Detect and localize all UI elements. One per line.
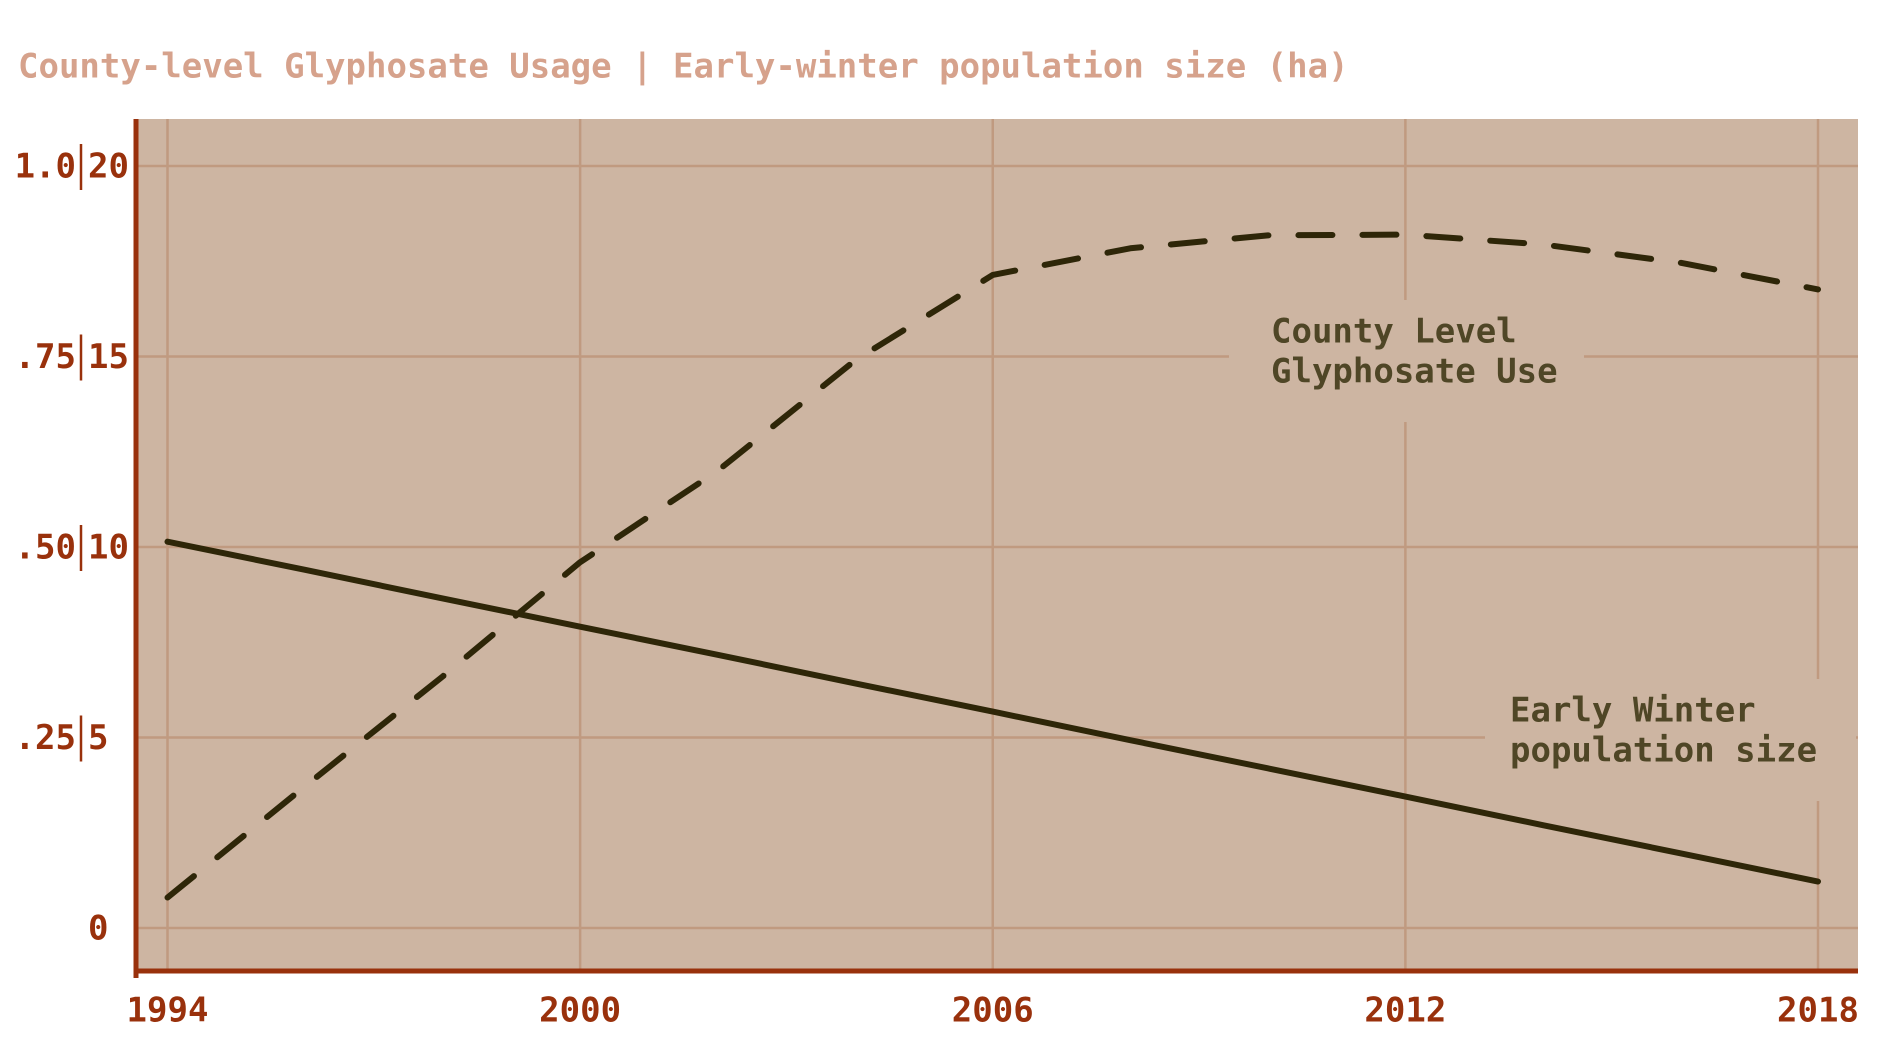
annotation: Early Winter [1510, 691, 1756, 731]
lines [164, 231, 1821, 901]
y-tick-label: 0 [88, 909, 108, 949]
y-tick-label: 10 [88, 528, 129, 568]
x-tick-label: 2000 [539, 991, 621, 1031]
annotation-box [1485, 679, 1856, 801]
x-tick-label: 2006 [952, 991, 1034, 1031]
series-line [164, 538, 1821, 885]
y2-tick-label: .75 [15, 337, 76, 377]
series-line [164, 231, 1821, 901]
annotation: Glyphosate Use [1271, 352, 1558, 392]
y2-tick-label: .50 [15, 528, 76, 568]
chart-title: County-level Glyphosate Usage | Early-wi… [18, 47, 1349, 87]
x-tick-label: 2012 [1364, 991, 1446, 1031]
x-tick-label: 1994 [127, 991, 209, 1031]
annotation: County Level [1271, 312, 1517, 352]
plot-area [134, 119, 1858, 969]
y2-tick-label: 1.0 [15, 147, 76, 187]
y-tick-label: 20 [88, 147, 129, 187]
y-tick-label: 15 [88, 337, 129, 377]
annotation-box [1229, 300, 1584, 422]
y-tick-label: 5 [88, 718, 108, 758]
x-tick-label: 2018 [1777, 991, 1859, 1031]
annotation: population size [1510, 731, 1817, 771]
y2-tick-label: .25 [15, 718, 76, 758]
